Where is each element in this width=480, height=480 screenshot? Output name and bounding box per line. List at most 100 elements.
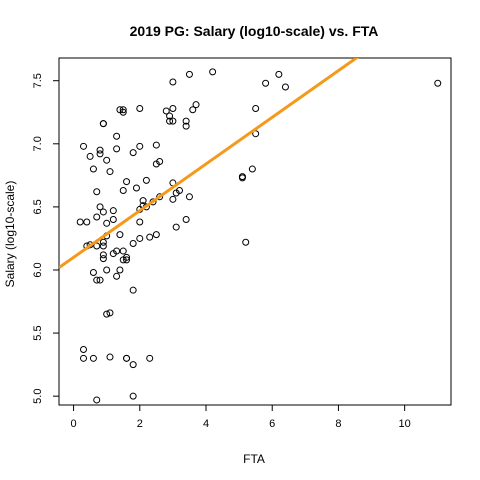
data-point — [185, 70, 193, 78]
data-point — [182, 122, 190, 130]
data-point — [169, 78, 177, 86]
data-point — [89, 354, 97, 362]
data-point — [103, 310, 111, 318]
data-point — [156, 193, 164, 201]
data-point — [96, 150, 104, 158]
y-tick-label: 6.0 — [32, 262, 44, 277]
data-point — [434, 79, 442, 87]
x-tick-label: 10 — [399, 418, 411, 430]
chart-title: 2019 PG: Salary (log10-scale) vs. FTA — [130, 23, 379, 39]
data-point — [116, 231, 124, 239]
plot-area: 0 2 4 6 8 10 5.0 5.5 6.0 6.5 7.0 7.5 — [32, 57, 452, 430]
data-point — [80, 142, 87, 150]
data-point — [103, 156, 111, 164]
data-point — [129, 361, 137, 369]
data-point — [169, 195, 177, 203]
data-point — [238, 174, 246, 182]
data-point — [83, 218, 91, 226]
data-point — [123, 256, 131, 264]
data-point — [113, 145, 121, 153]
data-point — [185, 193, 193, 201]
data-point — [129, 392, 137, 400]
data-point — [166, 117, 174, 125]
data-point — [136, 234, 144, 242]
data-point — [156, 157, 164, 165]
data-point — [132, 184, 140, 192]
x-tick-label: 4 — [203, 418, 209, 430]
y-tick-label: 7.0 — [32, 136, 44, 151]
data-point — [119, 186, 127, 194]
y-tick-label: 7.5 — [32, 73, 44, 88]
data-point — [248, 165, 256, 173]
data-point — [80, 354, 87, 362]
data-point — [275, 70, 283, 78]
data-point — [106, 353, 114, 361]
data-point — [93, 396, 101, 404]
x-axis-label: FTA — [243, 452, 265, 466]
x-tick-label: 6 — [269, 418, 275, 430]
data-point — [182, 216, 190, 224]
data-point — [96, 203, 104, 211]
data-point — [176, 186, 184, 194]
data-point — [99, 120, 107, 128]
data-point — [152, 231, 160, 239]
data-point — [93, 242, 101, 250]
data-point — [113, 132, 121, 140]
data-point — [99, 242, 107, 250]
y-tick-label: 5.5 — [32, 325, 44, 340]
data-point — [119, 247, 127, 255]
data-point — [192, 101, 200, 109]
data-point — [123, 178, 131, 186]
data-point — [109, 216, 117, 224]
data-point — [262, 79, 270, 87]
data-point — [281, 83, 289, 91]
data-point — [166, 112, 174, 120]
regression-line — [59, 58, 359, 269]
data-point — [106, 168, 114, 176]
data-point — [129, 286, 137, 294]
data-point — [182, 117, 190, 125]
y-tick-label: 6.5 — [32, 199, 44, 214]
data-point — [99, 251, 107, 259]
y-tick-label: 5.0 — [32, 389, 44, 404]
data-point — [86, 152, 94, 160]
data-point — [136, 142, 144, 150]
data-point — [93, 213, 101, 221]
data-point — [119, 256, 127, 264]
data-point — [136, 104, 144, 112]
data-point — [103, 266, 111, 274]
data-point — [76, 218, 84, 226]
data-point — [109, 207, 117, 215]
data-point — [123, 354, 131, 362]
data-point — [119, 106, 127, 114]
data-point — [80, 345, 87, 353]
y-axis-label: Salary (log10-scale) — [3, 181, 17, 288]
data-point — [99, 255, 107, 263]
data-point — [89, 165, 97, 173]
data-point — [129, 149, 137, 157]
data-point — [96, 276, 104, 284]
data-point — [119, 108, 127, 116]
data-point — [209, 68, 217, 76]
data-point — [116, 266, 124, 274]
data-point — [146, 354, 154, 362]
data-point — [189, 106, 197, 114]
x-tick-label: 0 — [71, 418, 77, 430]
data-point — [109, 250, 117, 258]
x-tick-label: 8 — [335, 418, 341, 430]
data-point — [139, 197, 147, 205]
data-point — [99, 238, 107, 246]
data-point — [106, 309, 114, 317]
data-point — [113, 272, 121, 280]
data-point — [129, 239, 137, 247]
data-point — [162, 107, 170, 115]
data-point — [172, 223, 180, 231]
data-point — [96, 146, 104, 154]
x-tick-label: 2 — [137, 418, 143, 430]
data-point — [99, 208, 107, 216]
data-point — [93, 276, 101, 284]
data-point — [146, 233, 154, 241]
data-point — [252, 104, 260, 112]
data-point — [142, 176, 150, 184]
